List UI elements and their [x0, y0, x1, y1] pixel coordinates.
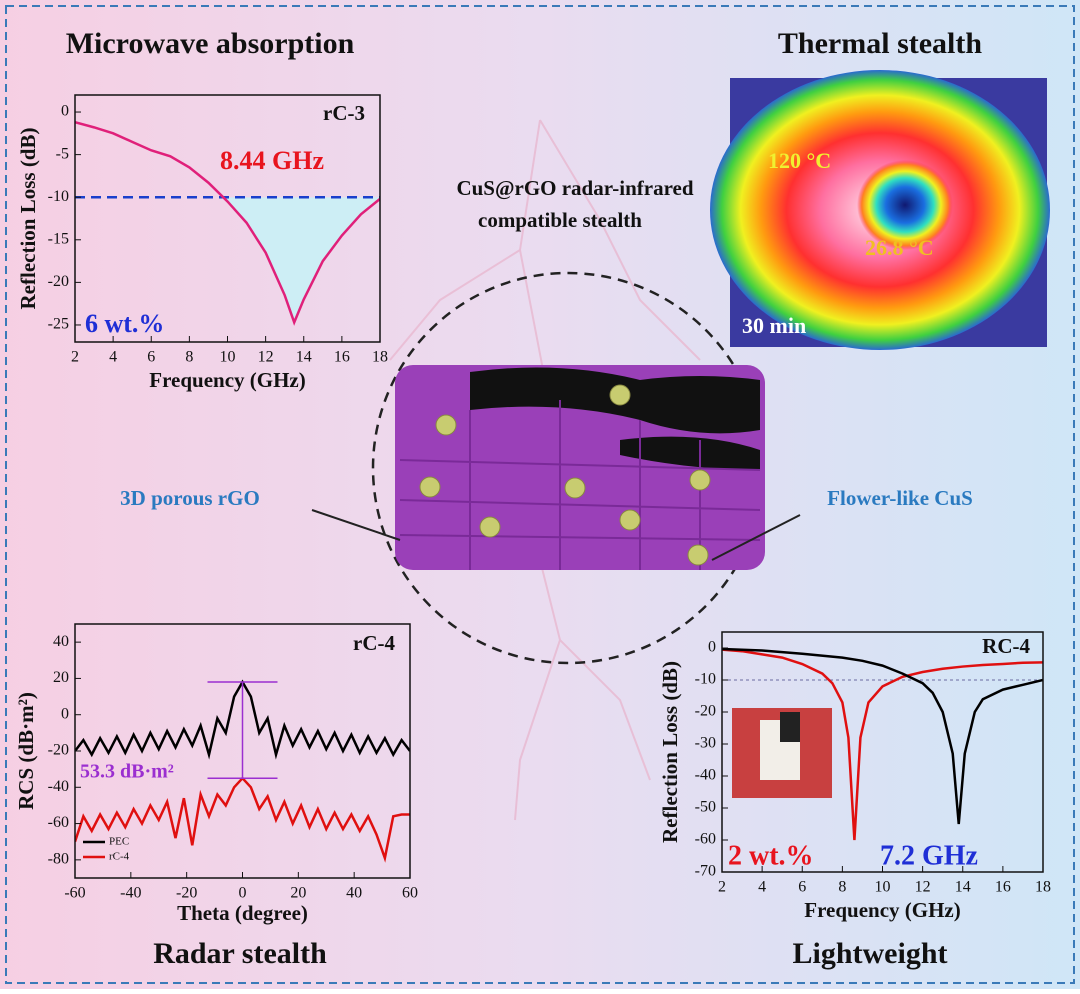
x-axis-label: Theta (degree) [177, 901, 308, 925]
x-axis-label: Frequency (GHz) [149, 368, 306, 392]
cell-walls [399, 400, 761, 570]
x-tick-label: 4 [758, 879, 766, 896]
section-title: Lightweight [792, 937, 947, 970]
panel-label: rC-4 [353, 631, 395, 655]
border [5, 5, 1075, 984]
x-tick-label: 14 [296, 349, 312, 366]
x-tick-label: 10 [875, 879, 891, 896]
annotation: 53.3 dB·m² [80, 761, 174, 783]
y-tick-label: -70 [695, 863, 716, 880]
cus-particles [419, 384, 711, 566]
x-tick-label: 10 [220, 349, 236, 366]
y-tick-label: 0 [61, 103, 69, 120]
legend-entry: PEC [109, 836, 129, 848]
x-tick-label: 40 [346, 885, 362, 902]
x-tick-label: 14 [955, 879, 971, 896]
thermal-image: 120 °C 26.8 °C 30 min [710, 70, 1050, 350]
x-tick-label: 20 [290, 885, 306, 902]
center-title: CuS@rGO radar-infrared [456, 176, 693, 200]
y-tick-label: -60 [48, 814, 69, 831]
x-tick-label: -60 [64, 885, 85, 902]
data-line [75, 121, 380, 326]
y-tick-label: -15 [48, 230, 69, 247]
x-tick-label: -20 [176, 885, 197, 902]
pore [620, 436, 760, 470]
arrow [311, 509, 401, 541]
data-line [722, 647, 1043, 825]
panel-label: RC-4 [982, 634, 1030, 658]
y-tick-label: -20 [48, 273, 69, 290]
chart: 2 4 6 8 10 12 14 16 18 0 -10 -20 -30 -40 -50 -60 -70 Freq… [658, 631, 1051, 922]
x-tick-label: 16 [995, 879, 1011, 896]
section-title: Thermal stealth [778, 27, 982, 60]
y-tick-label: -25 [48, 316, 69, 333]
annotation: 2 wt.% [728, 840, 814, 871]
y-tick-label: 0 [708, 639, 716, 656]
x-tick-label: 0 [239, 885, 247, 902]
thermal-label: 26.8 °C [865, 235, 934, 260]
thermal-label: 120 °C [768, 148, 831, 173]
arrow [711, 514, 801, 561]
section-title: Radar stealth [153, 937, 327, 970]
y-axis-label: Reflection Loss (dB) [658, 661, 682, 843]
y-tick-label: -10 [695, 671, 716, 688]
y-axis-label: RCS (dB·m²) [14, 692, 38, 810]
annotation: 6 wt.% [85, 309, 164, 338]
y-tick-label: -60 [695, 831, 716, 848]
data-line [722, 648, 1043, 841]
x-tick-label: 60 [402, 885, 418, 902]
center-label: 3D porous rGO [120, 486, 260, 510]
center-title: compatible stealth [478, 208, 642, 232]
y-tick-label: -30 [695, 735, 716, 752]
x-tick-label: 18 [1035, 879, 1051, 896]
annotation: 8.44 GHz [220, 146, 324, 175]
y-tick-label: -10 [48, 188, 69, 205]
y-tick-label: 40 [53, 633, 69, 650]
center-label: Flower-like CuS [827, 486, 973, 510]
annotation: 7.2 GHz [880, 840, 978, 871]
y-tick-label: -5 [56, 145, 69, 162]
x-tick-label: 2 [718, 879, 726, 896]
x-tick-label: 12 [915, 879, 931, 896]
thermal-label: 30 min [742, 313, 806, 338]
x-tick-label: 8 [185, 349, 193, 366]
x-tick-label: 12 [258, 349, 274, 366]
y-tick-label: 20 [53, 669, 69, 686]
y-tick-label: 0 [61, 705, 69, 722]
chart: 2 4 6 8 10 12 14 16 18 0 -5 -10 -15 -20 -25 Frequency (… [16, 94, 388, 392]
panel-label: rC-3 [323, 101, 365, 125]
x-tick-label: 6 [798, 879, 806, 896]
chart: -60 -40 -20 0 20 40 60 40 20 0 -20 -40 -60 -80 Theta (… [14, 623, 418, 925]
center-illustration: CuS@rGO radar-infrared compatible stealt… [120, 176, 973, 665]
x-axis-label: Frequency (GHz) [804, 898, 961, 922]
x-tick-label: -40 [120, 885, 141, 902]
section-title: Microwave absorption [66, 27, 355, 60]
thermal-cold [857, 160, 953, 250]
x-tick-label: 6 [147, 349, 155, 366]
y-axis-label: Reflection Loss (dB) [16, 128, 40, 310]
area-fill [75, 197, 380, 323]
inset-photo [780, 712, 800, 742]
x-tick-label: 4 [109, 349, 117, 366]
x-tick-label: 16 [334, 349, 350, 366]
y-tick-label: -40 [48, 778, 69, 795]
legend-entry: rC-4 [109, 851, 130, 863]
x-tick-label: 8 [838, 879, 846, 896]
x-tick-label: 2 [71, 349, 79, 366]
y-tick-label: -20 [48, 742, 69, 759]
y-tick-label: -40 [695, 767, 716, 784]
x-tick-label: 18 [372, 349, 388, 366]
y-tick-label: -80 [48, 851, 69, 868]
y-tick-label: -50 [695, 799, 716, 816]
y-tick-label: -20 [695, 703, 716, 720]
